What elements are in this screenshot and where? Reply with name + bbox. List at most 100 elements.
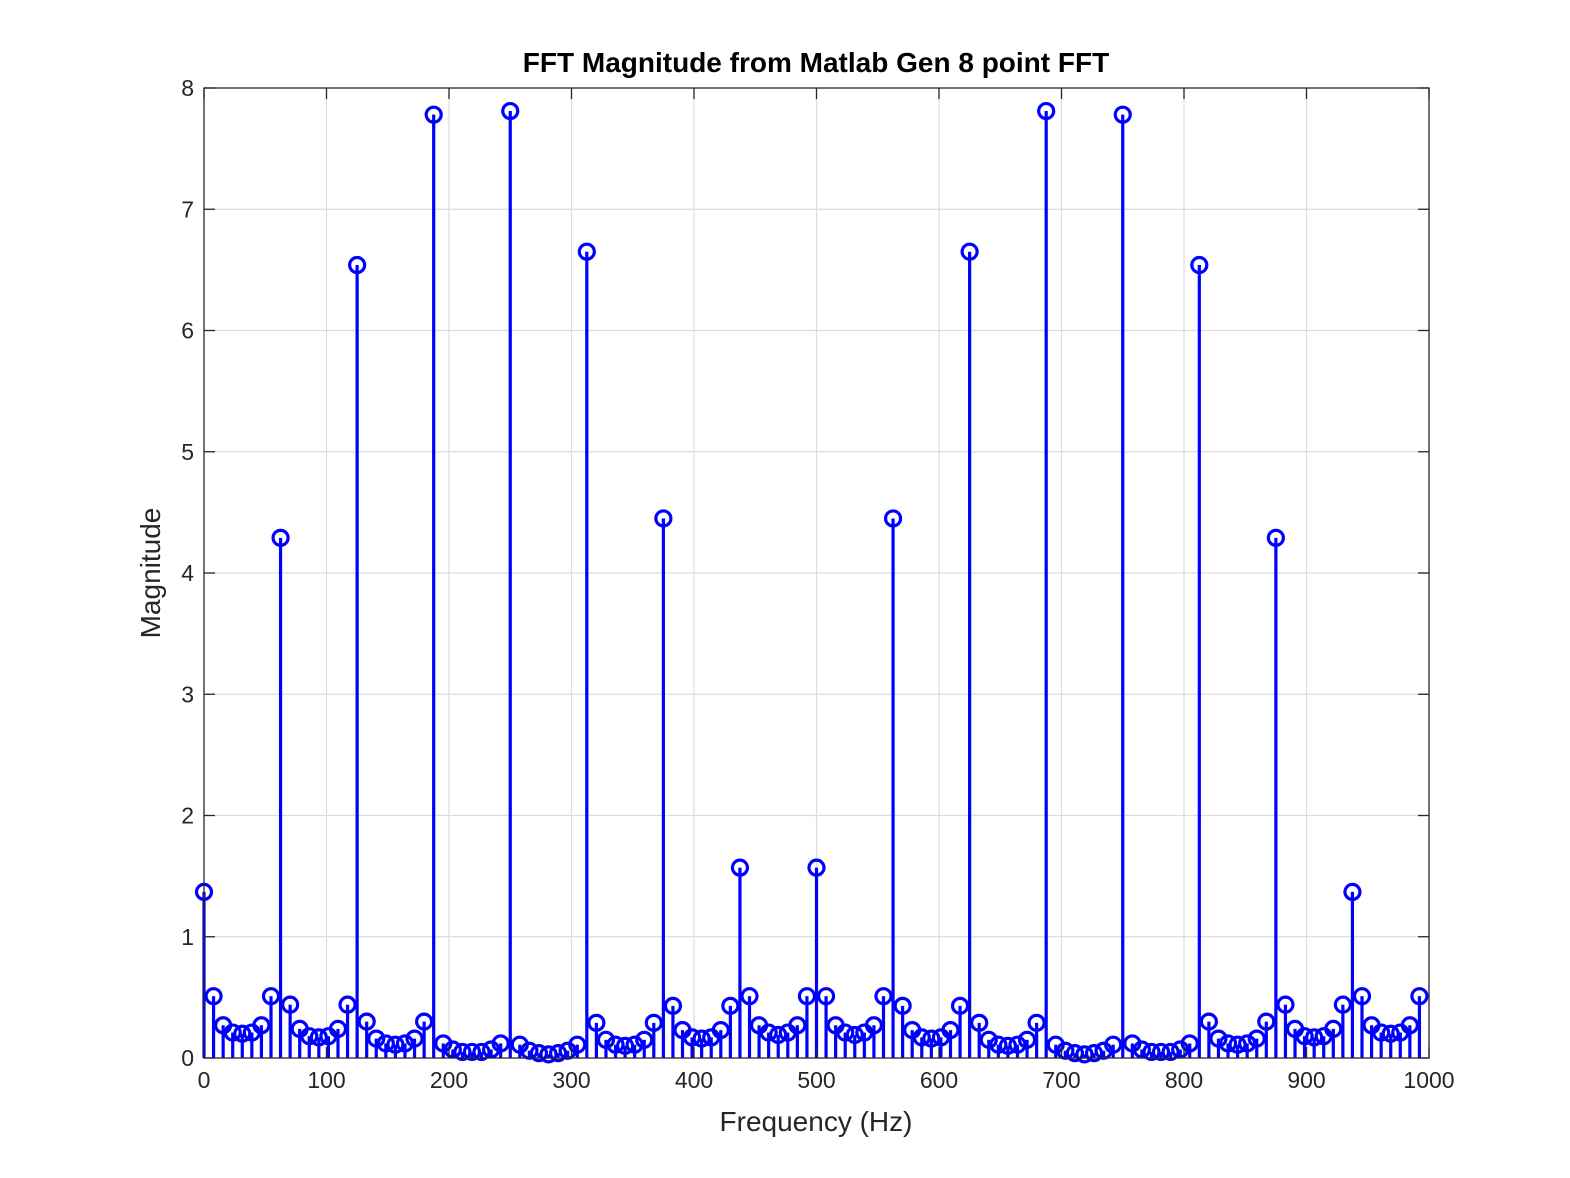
stem-marker (883, 509, 903, 528)
stem-marker (309, 1028, 328, 1047)
stem-marker (998, 1036, 1018, 1055)
stem-marker (596, 1030, 616, 1049)
stem-marker (989, 1035, 1008, 1054)
stem-marker (1151, 1042, 1171, 1062)
stem-marker (338, 995, 357, 1014)
stem-marker (663, 996, 683, 1015)
stem-marker (1084, 1044, 1104, 1063)
stem-marker (635, 1030, 654, 1049)
stem-marker (491, 1034, 510, 1053)
stem-marker (1238, 1034, 1257, 1053)
y-tick-label: 5 (181, 439, 194, 465)
stem-marker (204, 987, 223, 1006)
stem-marker (539, 1045, 558, 1064)
stem-marker (1209, 1029, 1228, 1048)
stem-marker (1295, 1027, 1314, 1046)
stem-marker (1113, 105, 1132, 124)
y-tick-label: 4 (181, 560, 194, 586)
stem-marker (1190, 255, 1209, 275)
stem-marker (625, 1035, 644, 1054)
stem-marker (1324, 1019, 1343, 1039)
y-tick-label: 3 (181, 681, 194, 707)
stem-marker (252, 1016, 271, 1035)
stem-marker (1410, 987, 1429, 1006)
stem-marker (1017, 1030, 1037, 1049)
stem-marker (1142, 1042, 1161, 1062)
stem-marker (1065, 1044, 1084, 1063)
x-tick-label: 800 (1165, 1067, 1203, 1093)
stem-marker (424, 105, 443, 124)
stem-marker (941, 1021, 960, 1040)
stem-marker (1381, 1024, 1400, 1043)
stem-marker (893, 996, 912, 1015)
stem-marker (1027, 1013, 1046, 1032)
x-tick-label: 400 (675, 1067, 713, 1093)
stem-marker (1228, 1035, 1247, 1054)
x-tick-label: 200 (430, 1067, 468, 1093)
x-tick-label: 0 (198, 1067, 211, 1093)
y-tick-label: 6 (181, 318, 194, 344)
stem-marker (1352, 987, 1372, 1006)
stem-marker (1257, 1012, 1276, 1031)
stem-marker (1037, 101, 1056, 121)
stem-marker (1199, 1012, 1218, 1031)
stem-marker (654, 509, 673, 528)
axis-ticks: 0 100 200 300 400 500 600 700 800 900 1000 0 1 2 3 4 5 6 7… (181, 75, 1454, 1093)
x-tick-label: 900 (1287, 1067, 1325, 1093)
stem-marker (836, 1023, 855, 1042)
stem-marker (587, 1013, 606, 1032)
stem-marker (568, 1035, 587, 1054)
stem-marker (1161, 1042, 1180, 1062)
stem-marker (845, 1025, 864, 1045)
stem-marker (1276, 995, 1295, 1014)
stem-marker (261, 987, 281, 1006)
stem-marker (740, 987, 759, 1006)
stem-marker (1305, 1028, 1324, 1047)
stem-marker (1266, 528, 1285, 547)
y-tick-label: 2 (181, 803, 194, 829)
stem-marker (348, 255, 367, 275)
stem-marker (328, 1019, 348, 1039)
stem-marker (721, 996, 740, 1015)
stem-marker (1008, 1035, 1027, 1054)
stem-marker (606, 1035, 625, 1054)
stem-marker (271, 528, 290, 547)
y-tick-label: 1 (181, 924, 194, 950)
stem-marker (1180, 1034, 1199, 1053)
stem-marker (501, 101, 520, 121)
stem-marker (1343, 882, 1362, 901)
stem-marker (1132, 1040, 1151, 1059)
stem-marker (816, 987, 836, 1006)
x-tick-label: 700 (1042, 1067, 1080, 1093)
stem-marker (233, 1024, 252, 1043)
stem-marker (1247, 1029, 1266, 1048)
stem-marker (769, 1025, 788, 1045)
stem-marker (300, 1027, 319, 1046)
stem-marker (730, 858, 750, 877)
x-tick-label: 1000 (1403, 1067, 1454, 1093)
stem-marker (1218, 1034, 1238, 1053)
stem-marker (472, 1042, 491, 1062)
stem-marker (367, 1029, 386, 1048)
stem-marker (376, 1034, 395, 1053)
y-tick-label: 7 (181, 196, 194, 222)
x-tick-label: 100 (307, 1067, 345, 1093)
y-axis-label: Magnitude (135, 508, 166, 639)
chart-title: FFT Magnitude from Matlab Gen 8 point FF… (523, 47, 1109, 78)
stem-marker (443, 1040, 462, 1059)
stem-marker (405, 1029, 424, 1048)
stem-marker (223, 1023, 242, 1042)
stem-marker (960, 242, 979, 261)
stem-marker (1372, 1023, 1391, 1042)
stem-marker (462, 1042, 482, 1062)
stem-marker (357, 1012, 376, 1031)
stem-marker (453, 1042, 472, 1062)
stem-marker (615, 1036, 635, 1055)
x-axis-label: Frequency (Hz) (720, 1106, 913, 1137)
stem-marker (797, 987, 817, 1006)
stem-marker (970, 1013, 989, 1032)
x-tick-label: 500 (797, 1067, 835, 1093)
stem-marker (549, 1044, 568, 1063)
stem-marker (1333, 995, 1352, 1014)
